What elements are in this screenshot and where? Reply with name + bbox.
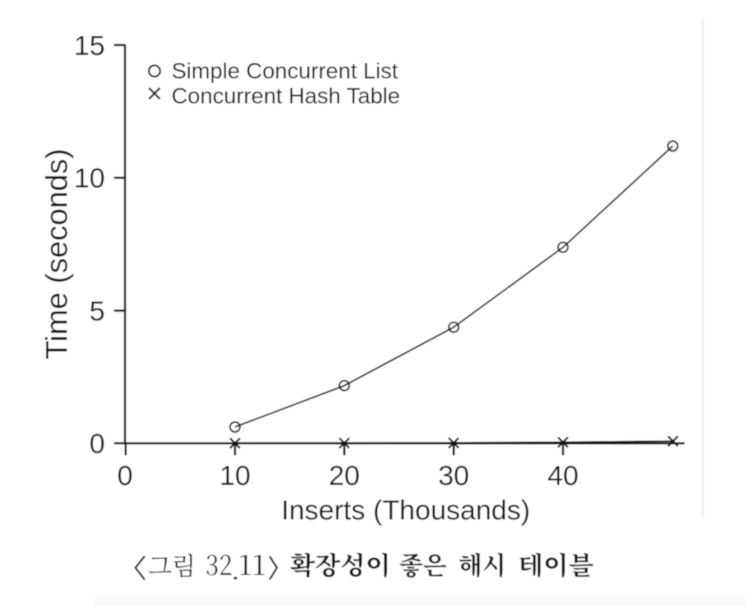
svg-text:Time (seconds): Time (seconds) <box>39 148 74 359</box>
svg-text:15: 15 <box>74 30 105 61</box>
svg-text:10: 10 <box>74 163 105 194</box>
svg-text:Simple Concurrent List: Simple Concurrent List <box>172 59 399 84</box>
svg-text:20: 20 <box>329 460 360 491</box>
svg-text:Inserts (Thousands): Inserts (Thousands) <box>281 494 530 525</box>
svg-text:40: 40 <box>547 460 578 491</box>
svg-text:0: 0 <box>89 428 105 459</box>
svg-text:10: 10 <box>219 460 250 491</box>
svg-text:0: 0 <box>117 460 133 491</box>
svg-text:5: 5 <box>89 296 105 327</box>
svg-text:30: 30 <box>438 460 469 491</box>
svg-text:Concurrent Hash Table: Concurrent Hash Table <box>172 83 401 108</box>
